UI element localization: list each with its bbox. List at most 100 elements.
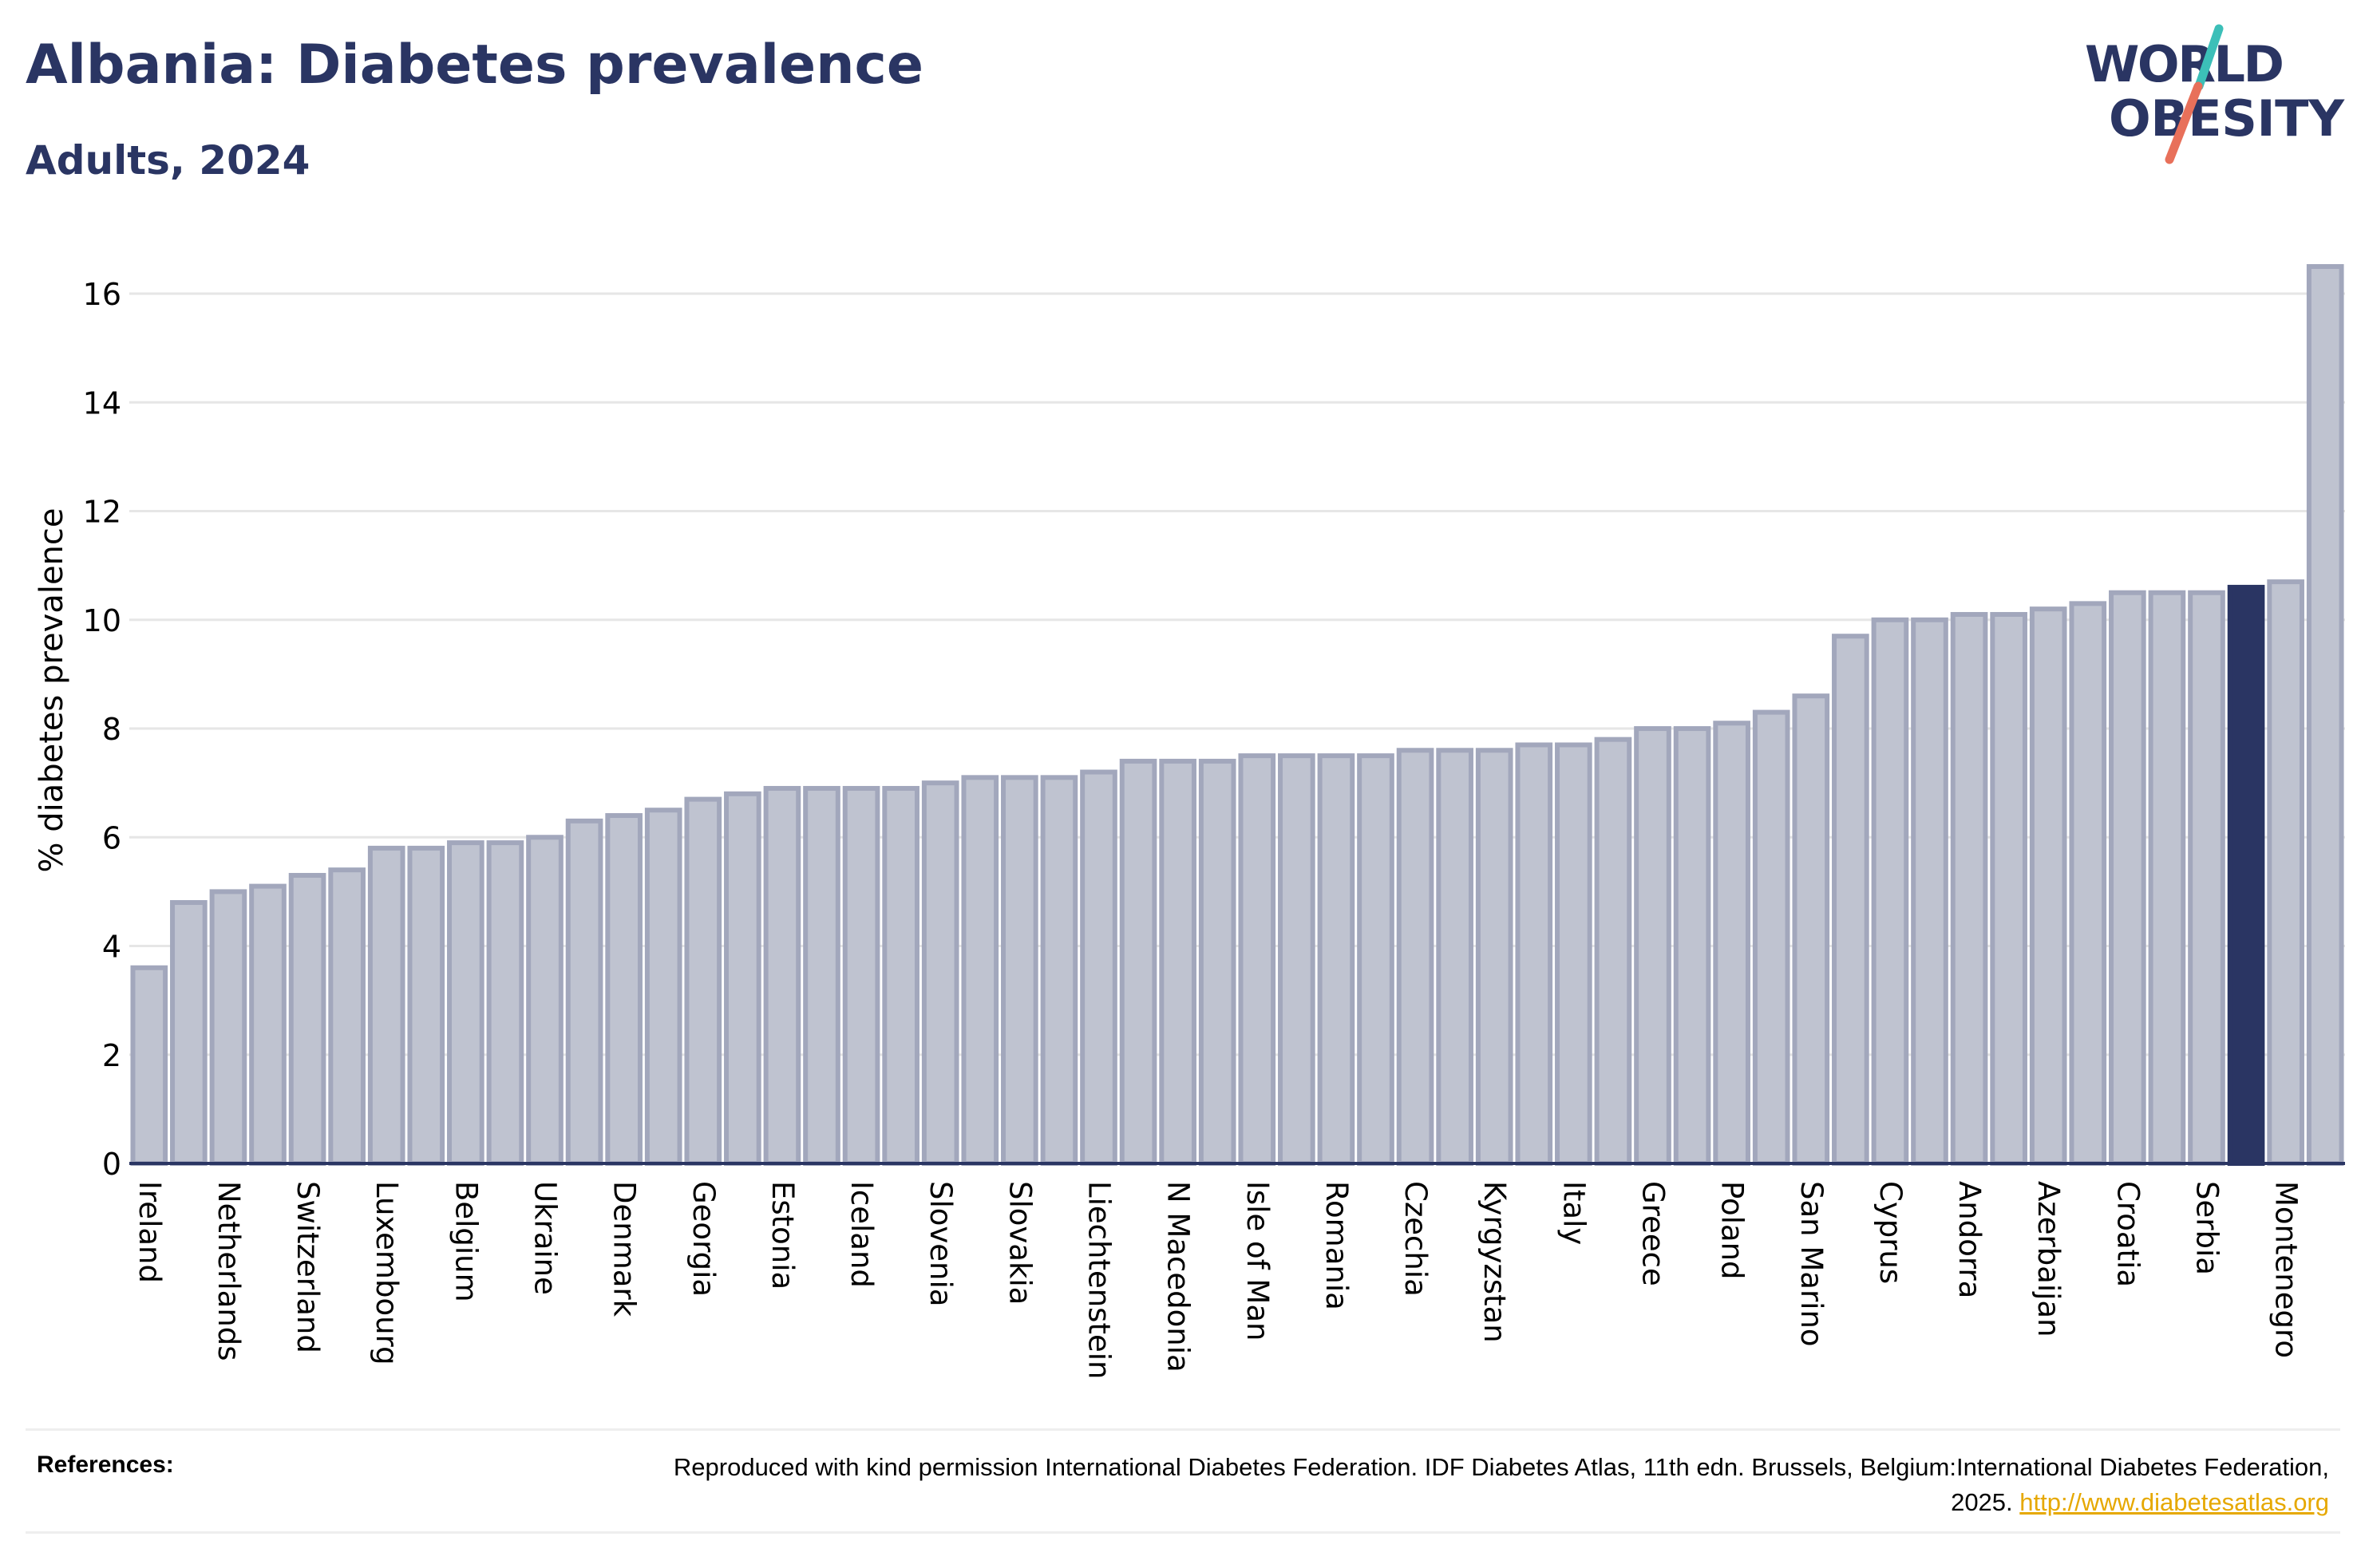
x-tick-label: Romania bbox=[1319, 1181, 1354, 1310]
bar bbox=[1752, 709, 1790, 1166]
bar bbox=[842, 785, 880, 1166]
y-tick-label: 4 bbox=[102, 930, 121, 965]
bar bbox=[1792, 693, 1830, 1166]
x-tick-label: Luxembourg bbox=[370, 1181, 404, 1365]
bar bbox=[367, 845, 405, 1166]
bar bbox=[2109, 590, 2146, 1166]
bar bbox=[209, 889, 247, 1166]
bar bbox=[1396, 748, 1434, 1166]
x-tick-label: Poland bbox=[1715, 1181, 1750, 1280]
logo-line2: OBESITY bbox=[2109, 89, 2345, 148]
x-tick-label: Switzerland bbox=[291, 1181, 325, 1353]
x-tick-label: Azerbaijan bbox=[2031, 1181, 2066, 1337]
bar bbox=[1832, 634, 1869, 1166]
bar bbox=[2306, 264, 2344, 1166]
bar bbox=[2148, 590, 2186, 1166]
bar bbox=[1475, 748, 1513, 1166]
logo-slash-teal bbox=[2194, 24, 2224, 91]
bar bbox=[1871, 617, 1909, 1166]
bar bbox=[328, 867, 366, 1167]
x-tick-label: N Macedonia bbox=[1161, 1181, 1196, 1372]
x-tick-label: Serbia bbox=[2190, 1181, 2225, 1275]
bar bbox=[565, 818, 603, 1166]
bar bbox=[1317, 753, 1355, 1166]
bar bbox=[1238, 753, 1276, 1166]
y-tick-label: 0 bbox=[102, 1147, 121, 1182]
bar bbox=[288, 872, 326, 1166]
x-tick-label: Iceland bbox=[844, 1181, 879, 1288]
bar bbox=[763, 785, 801, 1166]
references-box: References: Reproduced with kind permiss… bbox=[26, 1428, 2340, 1534]
page-title: Albania: Diabetes prevalence bbox=[26, 34, 923, 97]
bar bbox=[684, 796, 722, 1166]
bar bbox=[1080, 769, 1117, 1166]
x-tick-label: Slovenia bbox=[923, 1181, 958, 1306]
x-tick-label: Croatia bbox=[2110, 1181, 2145, 1287]
bar bbox=[170, 900, 208, 1166]
x-tick-label: Slovakia bbox=[1003, 1181, 1037, 1305]
x-tick-label: Belgium bbox=[449, 1181, 483, 1302]
y-axis-label: % diabetes prevalence bbox=[34, 508, 70, 872]
y-tick-label: 16 bbox=[83, 277, 121, 312]
bar bbox=[1594, 737, 1632, 1166]
bar bbox=[1436, 748, 1473, 1166]
bar bbox=[1278, 753, 1315, 1166]
x-tick-label: Denmark bbox=[607, 1181, 642, 1317]
bar bbox=[644, 808, 682, 1166]
bar bbox=[1911, 617, 1948, 1166]
y-tick-label: 8 bbox=[102, 712, 121, 747]
bar bbox=[1040, 775, 1078, 1167]
bar bbox=[1673, 726, 1711, 1166]
bar bbox=[447, 840, 484, 1166]
bar bbox=[1001, 775, 1038, 1167]
bar bbox=[803, 785, 840, 1166]
bar bbox=[1634, 726, 1671, 1166]
bar bbox=[1990, 611, 2027, 1166]
bar bbox=[724, 791, 761, 1166]
bar bbox=[921, 780, 959, 1166]
references-label: References: bbox=[37, 1451, 174, 1478]
bar bbox=[1159, 758, 1196, 1166]
references-text: Reproduced with kind permission Internat… bbox=[653, 1450, 2329, 1520]
x-tick-label: Georgia bbox=[686, 1181, 721, 1297]
bar bbox=[1713, 721, 1750, 1166]
x-tick-label: Montenegro bbox=[2269, 1181, 2304, 1358]
x-tick-label: Andorra bbox=[1952, 1181, 1987, 1298]
y-tick-label: 6 bbox=[102, 820, 121, 855]
x-tick-label: Czechia bbox=[1398, 1181, 1433, 1297]
x-tick-label: Ireland bbox=[132, 1181, 167, 1283]
bar bbox=[1198, 758, 1236, 1166]
bar bbox=[2188, 590, 2225, 1166]
world-obesity-logo: WORLD OBESITY bbox=[2085, 24, 2345, 164]
x-tick-label: Italy bbox=[1556, 1181, 1591, 1245]
x-tick-label: Isle of Man bbox=[1240, 1181, 1275, 1341]
bar-chart: 0 2 4 6 8 10 12 14 16 Ireland Netherlands Switzerl… bbox=[34, 264, 2345, 1379]
bar bbox=[1515, 742, 1553, 1166]
bar bbox=[961, 775, 999, 1167]
bars bbox=[130, 264, 2344, 1167]
page-subtitle: Adults, 2024 bbox=[26, 137, 310, 184]
logo-line1: WORLD bbox=[2085, 35, 2284, 93]
bar bbox=[2267, 579, 2304, 1166]
bar bbox=[2069, 601, 2107, 1166]
logo-slash-coral bbox=[2165, 81, 2203, 164]
x-tick-label: Greece bbox=[1636, 1181, 1671, 1286]
y-tick-label: 2 bbox=[102, 1038, 121, 1073]
bar bbox=[2227, 584, 2265, 1166]
references-link[interactable]: http://www.diabetesatlas.org bbox=[2019, 1488, 2329, 1516]
bar bbox=[2029, 606, 2067, 1166]
bar bbox=[407, 845, 445, 1166]
x-tick-label: Kyrgyzstan bbox=[1477, 1181, 1512, 1343]
x-tick-label: Netherlands bbox=[212, 1181, 246, 1361]
bar bbox=[1357, 753, 1394, 1166]
y-tick-label: 14 bbox=[83, 385, 121, 421]
bar bbox=[1950, 611, 1988, 1166]
x-tick-label: Estonia bbox=[765, 1181, 800, 1290]
x-axis-labels: Ireland Netherlands Switzerland Luxembourg B… bbox=[132, 1181, 2304, 1379]
bar bbox=[526, 835, 564, 1166]
x-tick-label: Cyprus bbox=[1873, 1181, 1908, 1284]
bar bbox=[882, 785, 919, 1166]
y-tick-label: 12 bbox=[83, 495, 121, 530]
y-axis-ticks: 0 2 4 6 8 10 12 14 16 bbox=[83, 277, 121, 1182]
bar bbox=[249, 883, 287, 1166]
